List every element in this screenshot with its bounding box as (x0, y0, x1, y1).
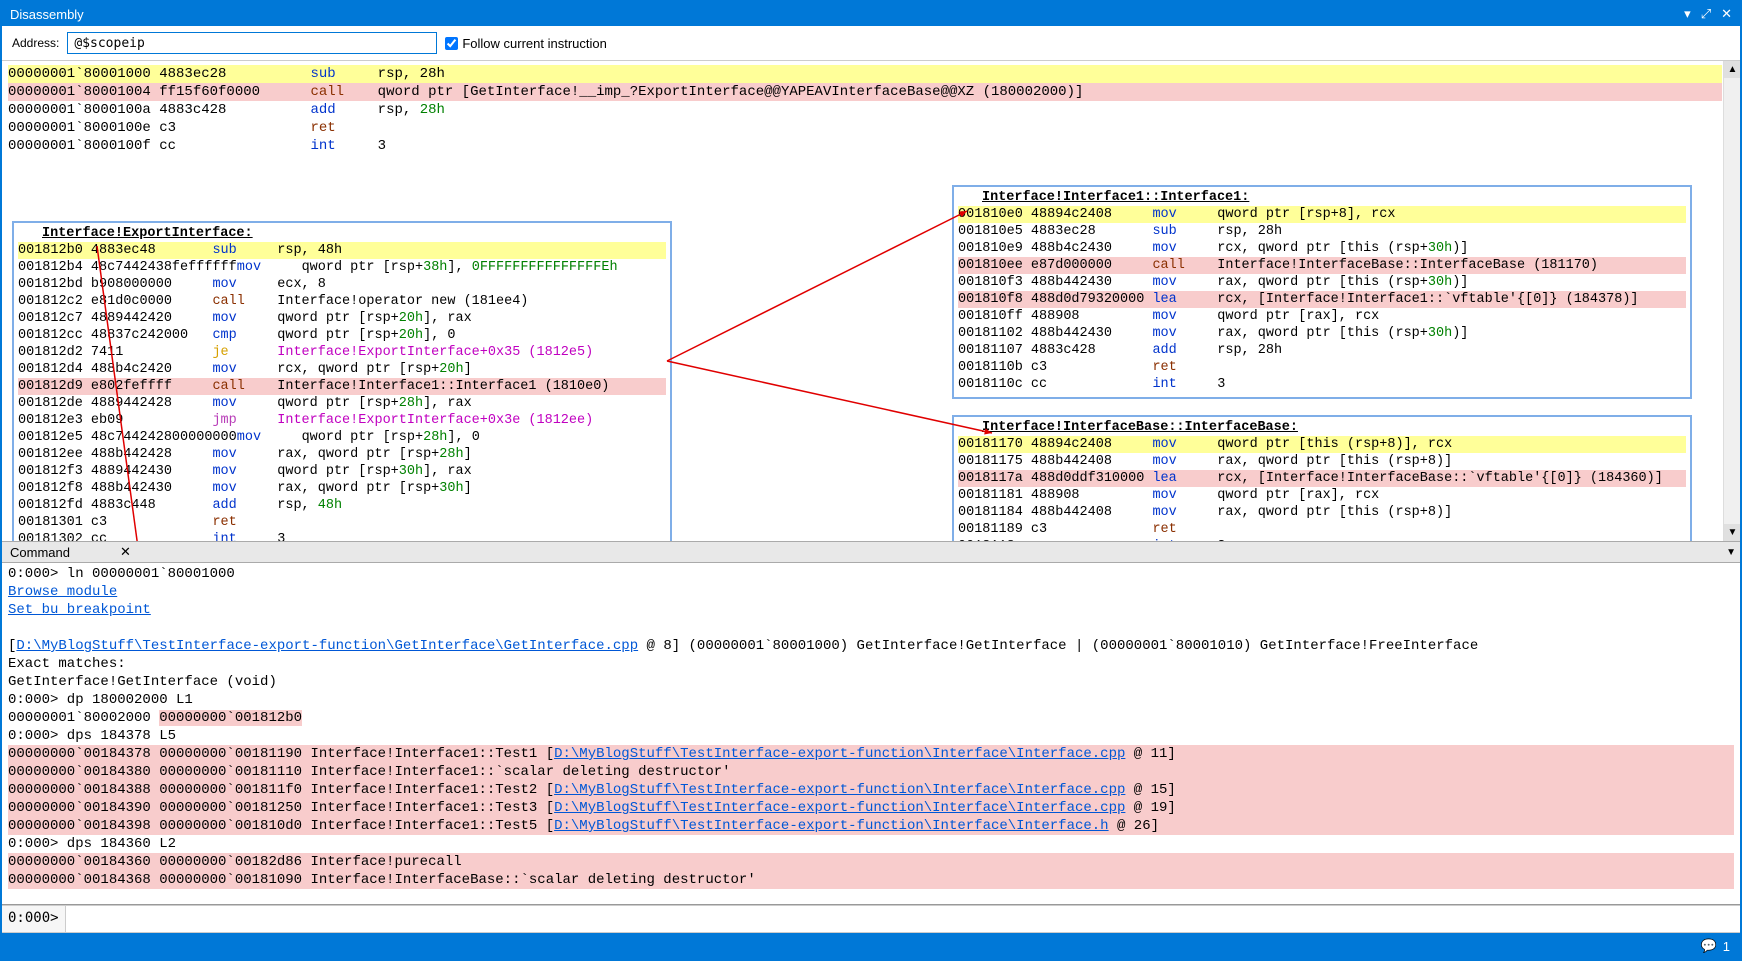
command-line (8, 619, 1734, 637)
command-line: 0:000> dps 184360 L2 (8, 835, 1734, 853)
command-line: 0:000> ln 00000001`80001000 (8, 565, 1734, 583)
title-bar: Disassembly ▾ ⤢ ✕ (2, 2, 1740, 26)
command-line: 0:000> dp 180002000 L1 (8, 691, 1734, 709)
command-line: [D:\MyBlogStuff\TestInterface-export-fun… (8, 637, 1734, 655)
command-close-icon[interactable]: ✕ (120, 544, 131, 560)
command-line: 00000000`00184388 00000000`001811f0 Inte… (8, 781, 1734, 799)
command-input[interactable] (66, 906, 1740, 932)
command-line: 00000000`00184398 00000000`001810d0 Inte… (8, 817, 1734, 835)
pin-icon[interactable]: ⤢ (1701, 6, 1711, 22)
command-header: Command ✕ ▼ (2, 541, 1740, 563)
command-prompt-bar: 0:000> (2, 905, 1740, 933)
follow-checkbox-label[interactable]: Follow current instruction (445, 36, 607, 51)
disassembly-area: 00000001`80001000 4883ec28 sub rsp, 28h0… (2, 61, 1740, 541)
command-line: GetInterface!GetInterface (void) (8, 673, 1734, 691)
close-icon[interactable]: ✕ (1721, 6, 1732, 22)
window-buttons: ▾ ⤢ ✕ (1684, 6, 1732, 22)
command-output[interactable]: 0:000> ln 00000001`80001000Browse module… (2, 563, 1740, 905)
scroll-down-button[interactable]: ▼ (1724, 524, 1740, 541)
toolbar: Address: Follow current instruction (2, 26, 1740, 61)
command-menu-icon[interactable]: ▼ (1726, 547, 1736, 558)
scroll-up-button[interactable]: ▲ (1724, 61, 1740, 78)
status-chat-icon[interactable]: 💬 (1701, 938, 1717, 954)
status-count: 1 (1723, 939, 1730, 954)
vertical-scrollbar[interactable]: ▲ ▼ (1723, 61, 1740, 541)
command-line: 00000000`00184390 00000000`00181250 Inte… (8, 799, 1734, 817)
status-bar: 💬 1 (2, 933, 1740, 959)
address-label: Address: (12, 36, 59, 50)
follow-label-text: Follow current instruction (462, 36, 607, 51)
address-input[interactable] (67, 32, 437, 54)
command-line: 00000000`00184360 00000000`00182d86 Inte… (8, 853, 1734, 871)
command-line: 00000000`00184380 00000000`00181110 Inte… (8, 763, 1734, 781)
command-link[interactable]: Browse module (8, 584, 117, 600)
command-prompt-label: 0:000> (2, 906, 66, 932)
flow-arrows (2, 61, 1740, 541)
command-line: 00000000`00184368 00000000`00181090 Inte… (8, 871, 1734, 889)
window-title: Disassembly (10, 7, 1684, 22)
command-link[interactable]: Set bu breakpoint (8, 602, 151, 618)
command-header-label: Command (10, 545, 70, 560)
command-line: Exact matches: (8, 655, 1734, 673)
command-line: 00000001`80002000 00000000`001812b0 (8, 709, 1734, 727)
dropdown-icon[interactable]: ▾ (1684, 6, 1691, 22)
command-line: 00000000`00184378 00000000`00181190 Inte… (8, 745, 1734, 763)
command-line: Browse module (8, 583, 1734, 601)
command-line: Set bu breakpoint (8, 601, 1734, 619)
command-line: 0:000> dps 184378 L5 (8, 727, 1734, 745)
follow-checkbox[interactable] (445, 37, 458, 50)
